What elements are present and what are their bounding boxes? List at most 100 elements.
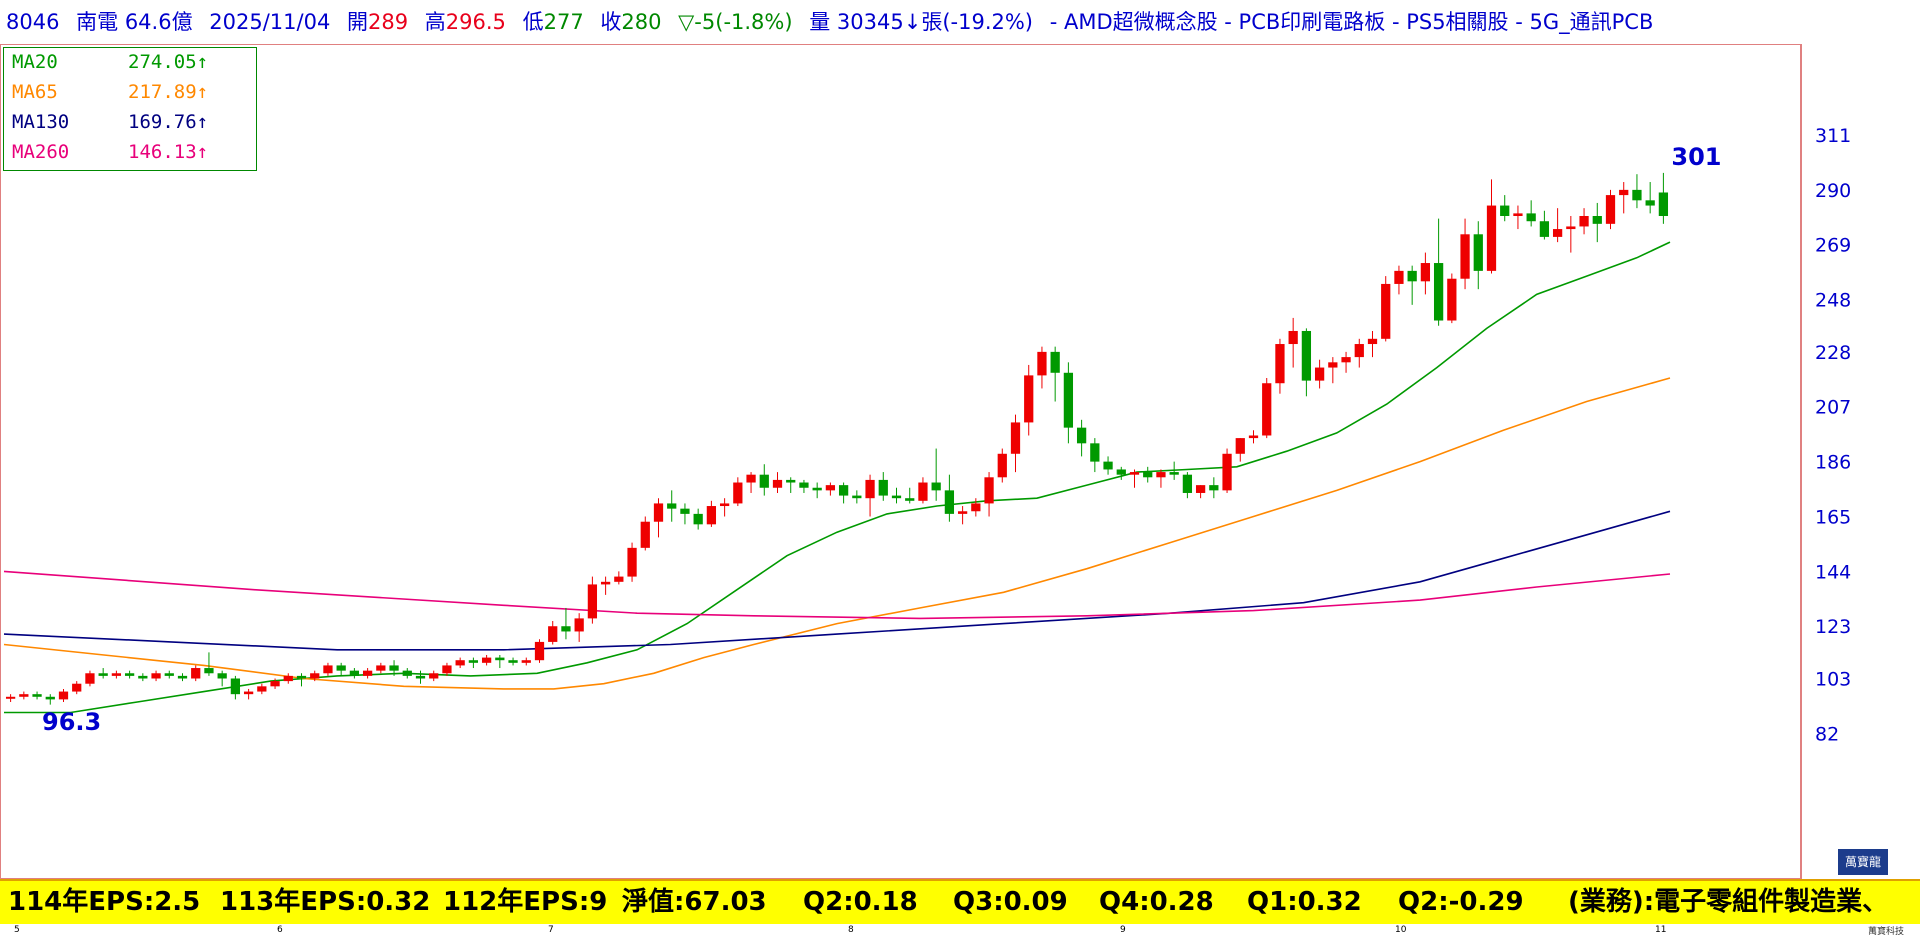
candle-body — [1407, 270, 1417, 282]
candle-body — [1658, 192, 1669, 217]
candle-body — [733, 482, 743, 504]
candle-body — [1460, 234, 1470, 279]
legend-name: MA130 — [12, 111, 70, 133]
candle-body — [838, 485, 849, 496]
candle-body — [1116, 469, 1126, 475]
candle-body — [349, 670, 360, 676]
candle-body — [138, 675, 148, 679]
candle-body — [362, 670, 373, 676]
candle-body — [548, 626, 558, 642]
candle-body — [389, 665, 399, 671]
candle-body — [1209, 485, 1219, 491]
candle-body — [1222, 453, 1232, 491]
low-price: 277 — [543, 10, 584, 34]
candle-body — [270, 681, 280, 687]
candle-body — [1645, 200, 1655, 206]
candle-body — [878, 479, 888, 496]
candle-body — [415, 675, 426, 679]
price-change: ▽-5(-1.8%) — [678, 10, 793, 34]
candle-body — [1090, 443, 1100, 462]
candle-body — [944, 490, 955, 514]
candle-body — [852, 495, 862, 499]
candle-body — [1552, 229, 1563, 237]
candle-body — [561, 626, 571, 632]
y-tick-label: 269 — [1815, 235, 1851, 257]
eps-112: 112年EPS:9 — [443, 887, 608, 917]
candle-body — [495, 657, 505, 661]
candle-body — [574, 618, 584, 632]
close-label: 收 — [600, 10, 622, 34]
candle-body — [1420, 263, 1431, 282]
candle-body — [1526, 213, 1536, 222]
brand-logo: 萬寶龍 — [1838, 849, 1888, 875]
candle-body — [1024, 375, 1034, 423]
y-tick-label: 248 — [1815, 290, 1851, 312]
candle-body — [58, 691, 69, 700]
candle-body — [243, 691, 254, 695]
candle-body — [230, 678, 241, 695]
candle-body — [72, 683, 82, 692]
candle-body — [151, 673, 161, 679]
candle-body — [164, 673, 174, 676]
candle-body — [124, 673, 135, 676]
legend-value: 146.13↑ — [128, 141, 209, 163]
candle-body — [680, 508, 690, 514]
candle-body — [997, 453, 1007, 478]
candle-body — [799, 482, 809, 488]
ma-line-ma65 — [3, 377, 1671, 690]
candle-body — [614, 576, 624, 582]
candle-body — [772, 479, 783, 488]
price-axis-divider — [1801, 44, 1802, 879]
min-price-annotation: 96.3 — [42, 708, 101, 736]
candle-body — [468, 660, 479, 663]
legend-row-ma20: MA20 274.05↑ — [8, 48, 252, 76]
volume-info: 量 30345↓張(-19.2%) — [809, 10, 1034, 34]
eps-114: 114年EPS:2.5 — [8, 887, 201, 917]
candle-body — [376, 665, 386, 671]
ma-line-ma260 — [3, 570, 1671, 620]
candle-body — [1447, 278, 1457, 321]
open-label: 開 — [347, 10, 368, 34]
candle-body — [1619, 189, 1629, 196]
quote-header: 8046 南電 64.6億 2025/11/04 開289 高296.5 低27… — [0, 0, 1920, 44]
candle-body — [825, 485, 836, 491]
legend-name: MA260 — [12, 141, 70, 163]
candle-body — [746, 474, 756, 483]
candle-body — [1579, 216, 1589, 227]
candle-body — [1605, 195, 1616, 224]
candle-body — [191, 668, 201, 679]
candle-body — [1328, 362, 1338, 368]
candle-body — [1275, 344, 1285, 384]
candle-body — [984, 477, 994, 504]
stock-name-cap: 南電 64.6億 — [76, 10, 193, 34]
y-tick-label: 165 — [1815, 506, 1851, 528]
y-tick-label: 311 — [1815, 125, 1851, 147]
candle-body — [481, 657, 492, 663]
candle-body — [1473, 234, 1483, 271]
legend-value: 169.76↑ — [128, 111, 209, 133]
candle-body — [1566, 226, 1576, 230]
candle-body — [1513, 213, 1523, 217]
candle-body — [534, 641, 545, 661]
candle-body — [918, 482, 928, 501]
max-price-annotation: 301 — [1671, 143, 1721, 171]
y-tick-label: 82 — [1815, 723, 1839, 745]
month-tick: 6 — [277, 925, 283, 935]
candle-body — [1195, 485, 1206, 493]
vendor-credit: 萬寶科技 — [1867, 927, 1904, 937]
candle-body — [283, 675, 293, 682]
candle-body — [1367, 338, 1378, 345]
ma-line-ma130 — [3, 510, 1671, 651]
high-price: 296.5 — [445, 10, 506, 34]
price-chart[interactable]: 311 290 269 248 228 207 186 165 144 123 103 82 301 96… — [0, 44, 1920, 879]
month-tick: 11 — [1655, 925, 1667, 935]
candle-body — [19, 694, 29, 697]
candle-body — [667, 503, 677, 509]
y-tick-label: 123 — [1815, 616, 1851, 638]
candle-body — [587, 584, 598, 619]
legend-name: MA65 — [12, 81, 58, 103]
candle-body — [1050, 351, 1060, 373]
candle-body — [1063, 372, 1074, 428]
candle-body — [1301, 330, 1312, 381]
candle-body — [1500, 205, 1510, 217]
